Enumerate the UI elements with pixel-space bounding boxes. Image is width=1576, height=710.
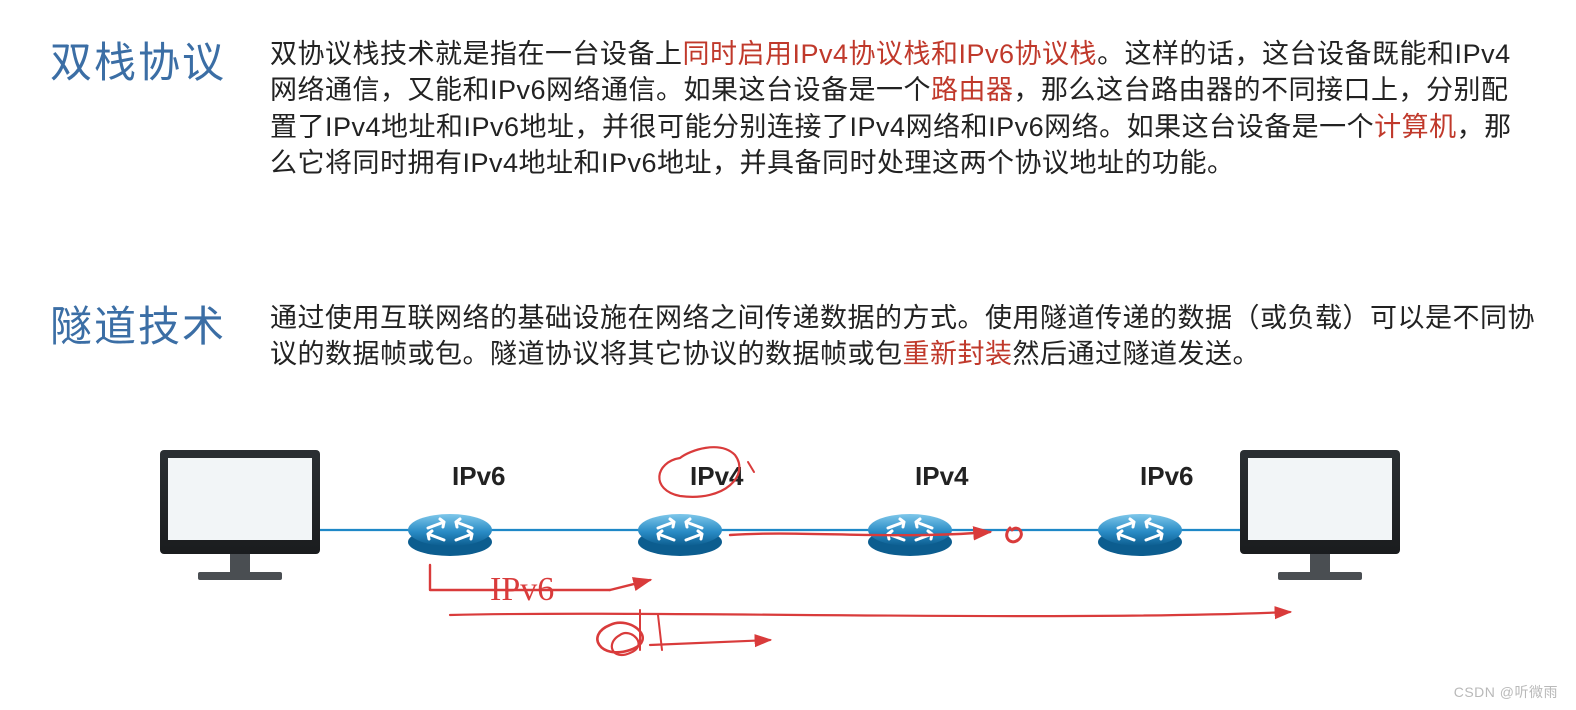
- protocol-label: IPv4: [915, 461, 969, 491]
- labels-group: IPv6 IPv4 IPv4 IPv6: [452, 461, 1194, 491]
- paragraph-tunnel: 通过使用互联网络的基础设施在网络之间传递数据的方式。使用隧道传递的数据（或负载）…: [270, 300, 1536, 373]
- tunnel-diagram: IPv6 IPv4 IPv4 IPv6 IPv6: [150, 440, 1430, 660]
- router-icon: [638, 514, 722, 556]
- monitor-right-icon: [1240, 450, 1400, 580]
- p1-b: 同时启用IPv4协议栈和IPv6协议栈: [683, 39, 1098, 69]
- p2-c: 然后通过隧道发送。: [1013, 339, 1261, 369]
- p2-b: 重新封装: [903, 339, 1013, 369]
- p1-f: 计算机: [1374, 112, 1457, 142]
- protocol-label: IPv6: [452, 461, 506, 491]
- annotation-ipv6-text: IPv6: [490, 571, 554, 608]
- protocol-label: IPv6: [1140, 461, 1194, 491]
- routers-group: [408, 514, 1182, 556]
- watermark-text: CSDN @听微雨: [1454, 682, 1558, 702]
- protocol-label: IPv4: [690, 461, 744, 491]
- router-icon: [408, 514, 492, 556]
- heading-dual-stack: 双栈协议: [50, 36, 270, 86]
- router-icon: [1098, 514, 1182, 556]
- paragraph-dual-stack: 双协议栈技术就是指在一台设备上同时启用IPv4协议栈和IPv6协议栈。这样的话，…: [270, 36, 1536, 182]
- monitor-left-icon: [160, 450, 320, 580]
- diagram-svg: IPv6 IPv4 IPv4 IPv6 IPv6: [150, 440, 1430, 660]
- section-dual-stack: 双栈协议 双协议栈技术就是指在一台设备上同时启用IPv4协议栈和IPv6协议栈。…: [50, 36, 1536, 182]
- section-tunnel: 隧道技术 通过使用互联网络的基础设施在网络之间传递数据的方式。使用隧道传递的数据…: [50, 300, 1536, 373]
- p1-d: 路由器: [931, 75, 1014, 105]
- p1-a: 双协议栈技术就是指在一台设备上: [270, 39, 683, 69]
- heading-tunnel: 隧道技术: [50, 300, 270, 350]
